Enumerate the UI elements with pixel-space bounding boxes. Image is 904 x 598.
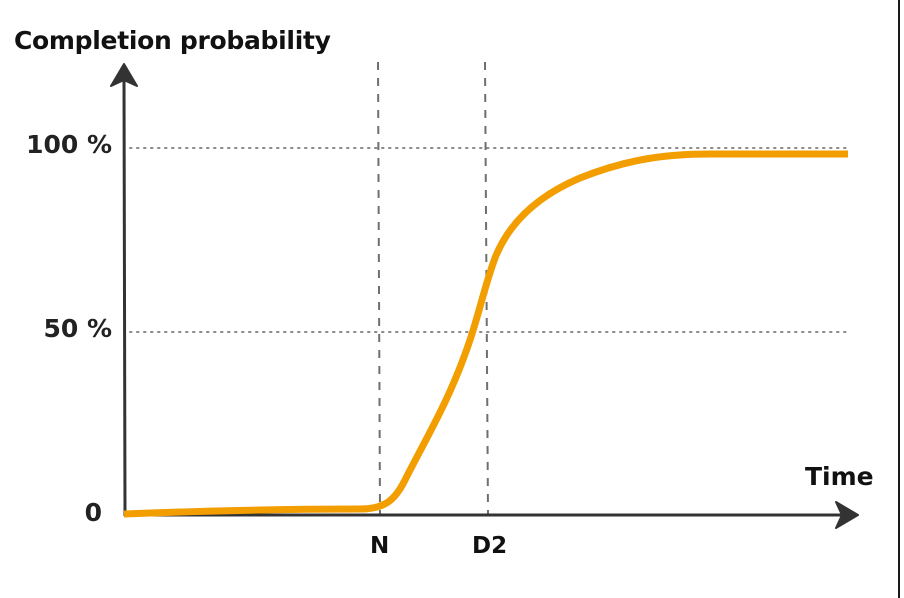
y-axis-line	[122, 79, 127, 517]
y-axis-title: Completion probability	[14, 26, 331, 55]
marker-line-n	[377, 61, 381, 516]
x-axis-arrow-icon	[835, 501, 859, 529]
y-tick-50: 50 %	[43, 314, 112, 343]
frame-border-right	[898, 0, 900, 598]
completion-curve	[123, 150, 848, 518]
y-tick-100: 100 %	[26, 130, 112, 159]
y-tick-0: 0	[84, 498, 102, 527]
x-marker-label-d2: D2	[472, 533, 508, 559]
x-axis-title: Time	[805, 462, 874, 491]
x-marker-label-n: N	[370, 533, 390, 559]
y-axis-arrow-icon	[110, 63, 138, 87]
